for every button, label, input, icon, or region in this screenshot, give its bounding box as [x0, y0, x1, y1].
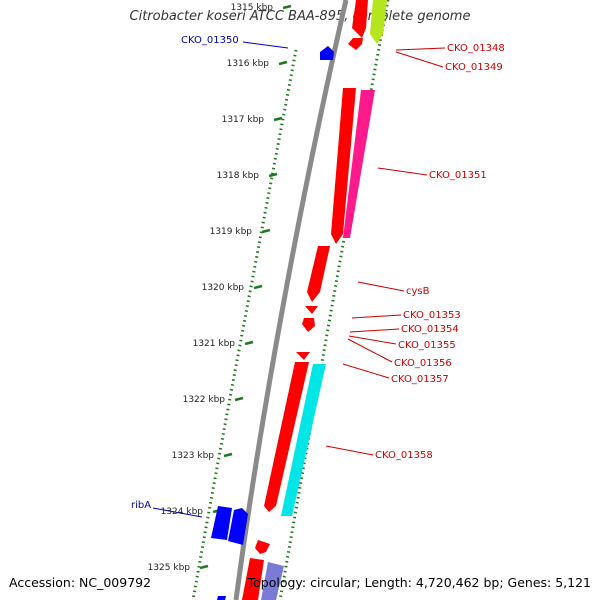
- gene-label: CKO_01356: [394, 358, 452, 369]
- ruler-tick-label: 1323 kbp: [172, 451, 215, 461]
- gene-cko-01348: [352, 0, 368, 38]
- ruler-tick-label: 1325 kbp: [148, 563, 191, 573]
- ruler-tick: [278, 60, 288, 66]
- ruler-tick-label: 1317 kbp: [222, 115, 265, 125]
- gene-cko-01353: [305, 306, 318, 314]
- gene-label: CKO_01357: [391, 374, 449, 385]
- ruler-tick-label: 1320 kbp: [202, 283, 245, 293]
- ruler-tick: [199, 564, 209, 570]
- gene-cko-01356: [296, 352, 310, 360]
- gene-riba-a: [211, 506, 232, 540]
- accession-text: Accession: NC_009792: [9, 575, 152, 590]
- leader-lines: [152, 41, 446, 518]
- ruler-tick: [253, 284, 263, 290]
- gene-label: CKO_01351: [429, 170, 487, 181]
- ruler-tick-label: 1316 kbp: [227, 59, 270, 69]
- ruler-tick: [223, 452, 233, 458]
- gene-bottom-blue: [217, 596, 226, 600]
- gene-cko-01354: [302, 318, 315, 332]
- ruler-tick-labels: 1315 kbp 1316 kbp 1317 kbp 1318 kbp 1319 kbp…: [148, 3, 274, 573]
- ruler-tick: [268, 172, 278, 178]
- gene-riba-b: [228, 508, 248, 545]
- gene-label: CKO_01355: [398, 340, 456, 351]
- outer-dotted-line: [278, 0, 390, 600]
- ruler-tick: [261, 228, 271, 234]
- gene-label: CKO_01354: [401, 324, 459, 335]
- gene-small-red: [255, 540, 270, 554]
- gene-cko-01351-b: [343, 90, 375, 238]
- genome-backbone: [233, 0, 349, 600]
- ruler-tick-label: 1321 kbp: [193, 339, 236, 349]
- topology-text: Topology: circular; Length: 4,720,462 bp…: [247, 575, 591, 590]
- ruler-tick-label: 1318 kbp: [217, 171, 260, 181]
- gene-cko-01358: [281, 364, 326, 516]
- gene-lower-lavender: [261, 562, 284, 600]
- ruler-tick: [282, 4, 292, 10]
- gene-label-group: CKO_01350 CKO_01348 CKO_01349 CKO_01351 …: [131, 35, 505, 511]
- gene-label: CKO_01348: [447, 43, 505, 54]
- gene-cko-01350: [320, 46, 334, 60]
- gene-cko-01351-a: [331, 88, 356, 244]
- ruler-tick-label: 1319 kbp: [210, 227, 253, 237]
- gene-label: CKO_01358: [375, 450, 433, 461]
- gene-cysb: [307, 246, 330, 302]
- gene-label: cysB: [406, 286, 430, 297]
- ruler-tick-label: 1324 kbp: [161, 507, 204, 517]
- gene-label: CKO_01349: [445, 62, 503, 73]
- ruler-tick-label: 1322 kbp: [183, 395, 226, 405]
- ruler-tick-label: 1315 kbp: [231, 3, 274, 13]
- gene-label: CKO_01353: [403, 310, 461, 321]
- gene-cko-01349: [348, 38, 363, 50]
- gene-label: CKO_01350: [181, 35, 239, 46]
- gene-label: ribA: [131, 500, 151, 511]
- gene-cko-01357: [264, 362, 309, 512]
- ruler-tick: [273, 116, 283, 122]
- gene-lower-red: [242, 558, 264, 600]
- ruler-tick: [244, 340, 254, 346]
- ruler-tick: [234, 396, 244, 402]
- gene-features: [211, 0, 387, 600]
- gene-cko-01348-lime: [370, 0, 387, 44]
